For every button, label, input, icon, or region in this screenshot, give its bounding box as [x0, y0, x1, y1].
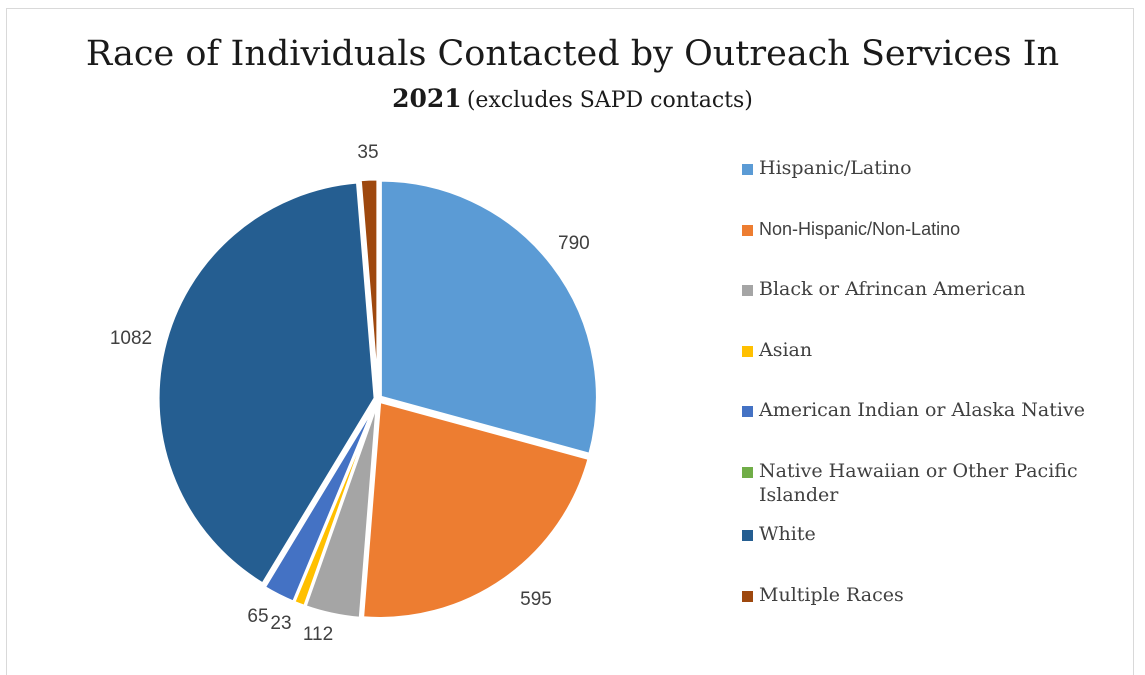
chart-subtitle: 2021 (excludes SAPD contacts) — [0, 84, 1145, 113]
pie-slice-non-hispanic-non-latino — [361, 399, 591, 620]
subtitle-year: 2021 — [392, 84, 462, 113]
legend-swatch — [742, 406, 753, 417]
data-label-asian: 23 — [270, 613, 291, 634]
pie-slice-multiple-races — [358, 177, 380, 398]
legend-label: American Indian or Alaska Native — [759, 399, 1085, 421]
data-label-hispanic-latino: 790 — [558, 233, 590, 254]
legend-item: Hispanic/Latino — [742, 156, 1132, 180]
legend-label: Hispanic/Latino — [759, 157, 912, 179]
pie-slice-hispanic-latino — [378, 178, 599, 456]
legend-item: Asian — [742, 338, 1132, 362]
legend-swatch — [742, 225, 753, 236]
legend-item: Native Hawaiian or Other Pacific Islande… — [742, 459, 1132, 507]
legend-item: White — [742, 522, 1132, 546]
data-label-white: 1082 — [110, 328, 152, 349]
legend-label: Multiple Races — [759, 584, 904, 606]
pie-slices — [156, 177, 599, 620]
data-label-multiple-races: 35 — [357, 142, 378, 163]
legend-swatch — [742, 591, 753, 602]
data-label-non-hispanic-non-latino: 595 — [520, 589, 552, 610]
chart-title: Race of Individuals Contacted by Outreac… — [85, 34, 1060, 74]
legend-swatch — [742, 346, 753, 357]
pie-slice-american-indian-or-alaska-native — [262, 400, 379, 604]
legend-swatch — [742, 285, 753, 296]
legend-item: Black or Afrincan American — [742, 277, 1132, 301]
legend-item: Multiple Races — [742, 583, 1132, 607]
pie-slice-white — [156, 180, 377, 586]
legend-item: American Indian or Alaska Native — [742, 398, 1132, 422]
legend-swatch — [742, 467, 753, 478]
legend-label: Non-Hispanic/Non-Latino — [759, 219, 961, 239]
subtitle-note: (excludes SAPD contacts) — [466, 88, 753, 113]
data-label-black-or-afrincan-american: 112 — [303, 624, 333, 645]
legend-label: Native Hawaiian or Other Pacific Islande… — [759, 460, 1078, 506]
legend-item: Non-Hispanic/Non-Latino — [742, 217, 1132, 241]
chart-frame — [6, 8, 1134, 675]
legend-label: Asian — [759, 339, 813, 361]
legend-swatch — [742, 164, 753, 175]
legend-label: Black or Afrincan American — [759, 278, 1026, 300]
legend-label: White — [759, 523, 816, 545]
data-label-american-indian-or-alaska-native: 65 — [247, 606, 268, 627]
legend-swatch — [742, 530, 753, 541]
